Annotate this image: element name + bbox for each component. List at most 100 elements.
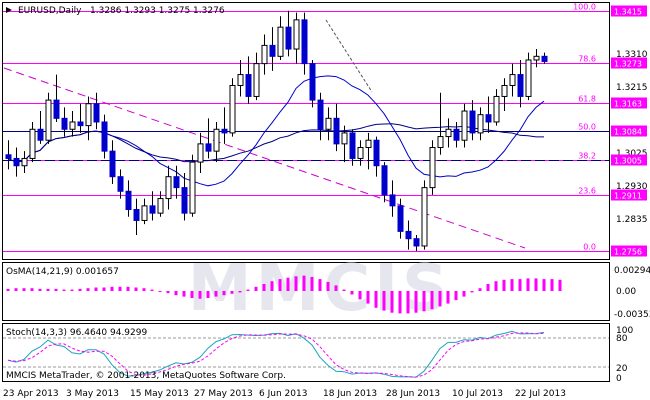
candle-body-bear [149,205,156,214]
candle-body-bear [301,19,308,65]
candle-body-bull [421,187,428,247]
osma-bar [374,291,378,308]
date-tick: 10 Jul 2013 [452,389,503,399]
moving-averages [7,75,545,187]
candle [285,10,292,57]
candle [477,107,484,141]
osma-bar [358,291,362,300]
candle [293,12,300,64]
stoch-panel[interactable] [2,323,610,382]
candle [149,191,156,221]
price-axis: 1.3310 1.3215 1.3025 1.2930 1.2835 [616,50,648,225]
osma-panel[interactable] [2,262,610,321]
candle [421,180,428,250]
candle-body-bear [317,99,324,130]
collapse-arrow-icon[interactable] [6,7,12,13]
candlesticks [5,10,548,252]
fibo-percent-label: 23.6 [578,187,596,196]
candle-body-bear [333,117,340,145]
descending-trend-line [3,67,526,249]
fibo-price-label: 1.3005 [614,157,642,166]
osma-bar [262,284,266,291]
osma-bar [278,279,282,291]
candle [29,121,36,163]
osma-bar [446,291,450,304]
candle-body-bull [293,19,300,50]
candle [53,74,60,122]
candle [13,147,20,177]
fibo-price-box [611,5,647,17]
candle-body-bull [21,157,28,167]
copyright-text: MMCIS MetaTrader, © 2001-2013, MetaQuote… [6,371,286,381]
candle [101,114,108,159]
osma-bar [294,276,298,291]
candle [253,52,260,101]
osma-bar [158,291,162,292]
candle-body-bull [525,59,532,97]
candle [349,129,356,166]
trend-lines [3,19,526,249]
candle [509,63,516,97]
osma-bar [326,281,330,291]
candle [493,89,500,126]
candle [397,198,404,239]
candle-body-bear [5,154,12,159]
candle [501,78,508,112]
candle [197,132,204,174]
osma-tick-zero: 0.00 [616,287,636,297]
stoch-lines [7,330,545,378]
candle-body-bear [173,176,180,189]
candle-body-bear [541,55,548,62]
date-tick: 27 May 2013 [194,389,253,399]
price-tick: 1.2930 [616,182,648,192]
osma-bar [318,279,322,291]
osma-bar [302,275,306,291]
osma-bar [230,291,234,294]
candle [109,140,116,184]
candle [21,151,28,174]
candle-body-bear [285,26,292,50]
candle [205,118,212,159]
candle-body-bull [165,176,172,200]
candle [373,136,380,177]
osma-tick-top: 0.00294609 [614,266,650,276]
candle [261,34,268,75]
candle-body-bear [13,157,20,167]
price-tick: 1.3025 [616,149,648,159]
candle-body-bull [85,103,92,127]
fibo-price-label: 1.2911 [614,192,642,201]
candle [125,180,132,217]
candle-body-bear [117,176,124,192]
candle [165,165,172,210]
stoch-tick: 100 [616,326,633,336]
date-tick: 15 May 2013 [130,389,189,399]
candle [237,59,244,97]
candle [469,100,476,141]
osma-bar [70,289,74,291]
osma-bar [86,288,90,291]
candle [437,92,444,155]
fibo-price-label: 1.3084 [614,128,642,137]
date-tick: 23 Apr 2013 [3,389,59,399]
osma-bar [478,288,482,291]
candle-body-bear [221,128,228,134]
candle [77,103,84,133]
osma-title: OsMA(14,21,9) 0.001657 [6,267,119,277]
candle [69,111,76,137]
candle-body-bull [429,147,436,189]
fibo-percent-label: 78.6 [578,55,596,64]
osma-bar [510,279,514,291]
candle [93,92,100,130]
osma-bar [6,288,10,291]
candle-body-bear [269,44,276,57]
osma-bar [462,291,466,297]
candle [429,140,436,195]
candle [333,103,340,152]
candle [213,121,220,163]
candle-body-bull [501,85,508,97]
candle [445,118,452,148]
candle-body-bear [405,230,412,240]
osma-bar [438,291,442,307]
candle-body-bull [237,74,244,87]
